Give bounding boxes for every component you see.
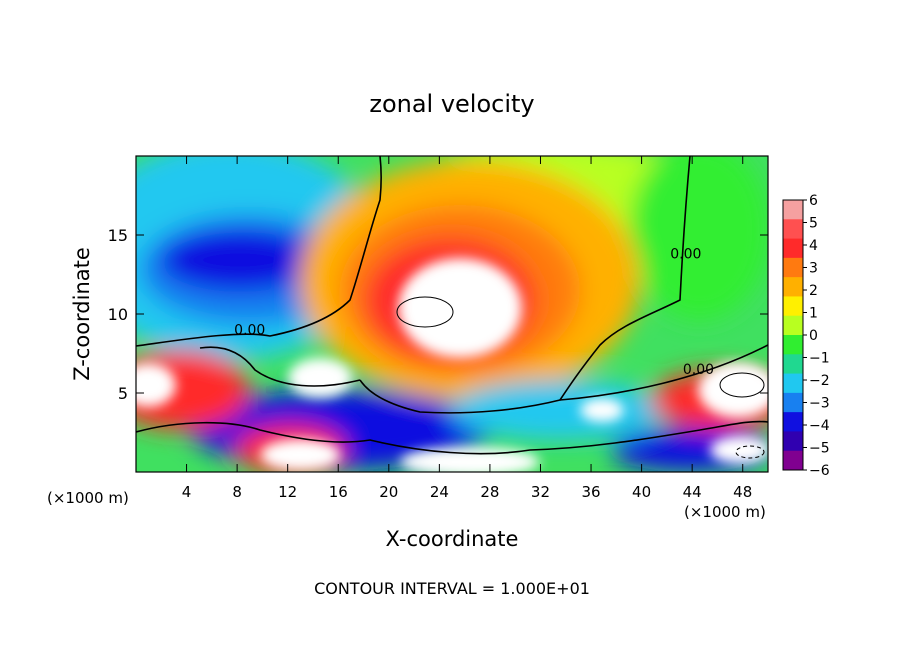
x-tick-label: 48 — [733, 483, 752, 501]
x-tick-label: 28 — [480, 483, 499, 501]
colorbar-tick-label: −3 — [809, 396, 830, 412]
colorbar-swatch — [783, 257, 803, 278]
x-tick-label: 40 — [632, 483, 651, 501]
colorbar-tick-label: 1 — [809, 306, 818, 322]
colorbar: 6 5 4 3 2 1 0 −1 −2 −3 −4 −5 −6 — [782, 193, 830, 479]
y-tick-label: 10 — [108, 305, 128, 324]
x-unit-label-right: (×1000 m) — [684, 503, 766, 521]
colorbar-swatch — [783, 219, 803, 240]
x-tick-label: 8 — [232, 483, 242, 501]
colorbar-tick-label: 4 — [809, 238, 818, 254]
colorbar-swatch — [783, 354, 803, 375]
inner-contours — [396, 296, 765, 459]
saturated-cores — [136, 258, 768, 472]
colorbar-swatch — [783, 450, 803, 471]
x-tick-label: 36 — [581, 483, 600, 501]
colorbar-tick-label: 2 — [809, 283, 818, 299]
colorbar-swatch — [783, 373, 803, 394]
colorbar-tick-label: −5 — [809, 441, 830, 457]
contour-labels: 0.00 0.00 0.00 — [234, 247, 714, 378]
colorbar-swatch — [783, 238, 803, 259]
x-axis-label: X-coordinate — [386, 527, 519, 551]
colorbar-swatch — [783, 431, 803, 452]
colorbar-tick-label: −1 — [809, 351, 830, 367]
heatmap-field — [136, 156, 768, 472]
colorbar-swatch — [783, 392, 803, 413]
contour-label: 0.00 — [234, 323, 265, 339]
y-tick-label: 5 — [118, 384, 128, 403]
x-tick-label: 12 — [278, 483, 297, 501]
x-tick-label: 4 — [182, 483, 192, 501]
y-axis-label: Z-coordinate — [70, 247, 94, 381]
x-tick-label: 20 — [379, 483, 398, 501]
y-axis-ticks: 5 10 15 — [108, 226, 768, 403]
colorbar-tick-label: −2 — [809, 373, 830, 389]
colorbar-swatch — [783, 277, 803, 297]
colorbar-swatch — [783, 315, 803, 336]
contour-label: 0.00 — [683, 362, 714, 378]
colorbar-swatch — [783, 200, 803, 220]
x-tick-label: 32 — [531, 483, 550, 501]
colorbar-tick-label: −4 — [809, 418, 830, 434]
x-tick-label: 24 — [430, 483, 449, 501]
y-tick-label: 15 — [108, 226, 128, 245]
x-tick-label: 16 — [329, 483, 348, 501]
contour-interval-note: CONTOUR INTERVAL = 1.000E+01 — [314, 579, 590, 598]
contour-label: 0.00 — [670, 247, 701, 263]
colorbar-swatch — [783, 412, 803, 432]
colorbar-tick-label: 5 — [809, 216, 818, 232]
colorbar-tick-label: 3 — [809, 261, 818, 277]
colorbar-tick-label: 6 — [809, 193, 818, 209]
colorbar-tick-label: −6 — [809, 463, 830, 479]
colorbar-swatch — [783, 335, 803, 355]
colorbar-tick-label: 0 — [809, 328, 818, 344]
x-tick-label: 44 — [683, 483, 702, 501]
chart-title: zonal velocity — [369, 90, 534, 118]
x-axis-ticks: 4 8 12 16 20 24 28 32 36 40 44 48 — [182, 156, 752, 501]
colorbar-swatch — [783, 296, 803, 317]
zero-contours — [136, 156, 768, 455]
x-unit-label-left: (×1000 m) — [47, 489, 129, 507]
